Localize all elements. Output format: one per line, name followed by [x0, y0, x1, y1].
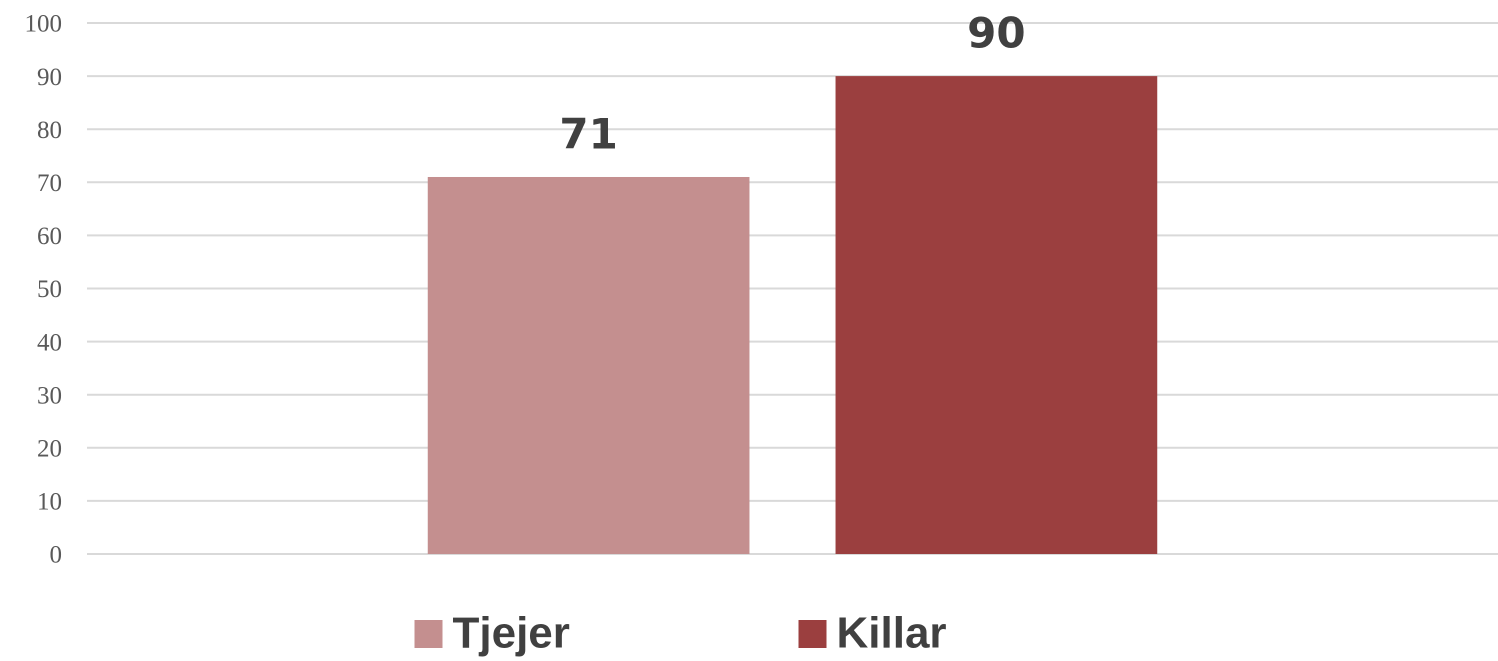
y-tick-label: 70 [37, 170, 62, 197]
data-label: 90 [967, 9, 1025, 58]
y-tick-label: 80 [37, 117, 62, 144]
legend-label: Killar [837, 609, 947, 658]
y-tick-label: 20 [37, 436, 62, 463]
y-tick-label: 50 [37, 276, 62, 303]
legend-swatch [414, 620, 443, 648]
legend-swatch [798, 620, 827, 648]
bar [427, 176, 750, 555]
data-label: 71 [559, 109, 617, 158]
y-tick-label: 100 [25, 11, 63, 38]
y-tick-label: 30 [37, 382, 62, 409]
bar [835, 76, 1158, 554]
y-tick-label: 0 [50, 542, 63, 569]
y-tick-label: 10 [37, 489, 62, 516]
y-tick-label: 40 [37, 329, 62, 356]
y-tick-label: 90 [37, 64, 62, 91]
legend-label: Tjejer [453, 609, 570, 658]
y-tick-label: 60 [37, 223, 62, 250]
